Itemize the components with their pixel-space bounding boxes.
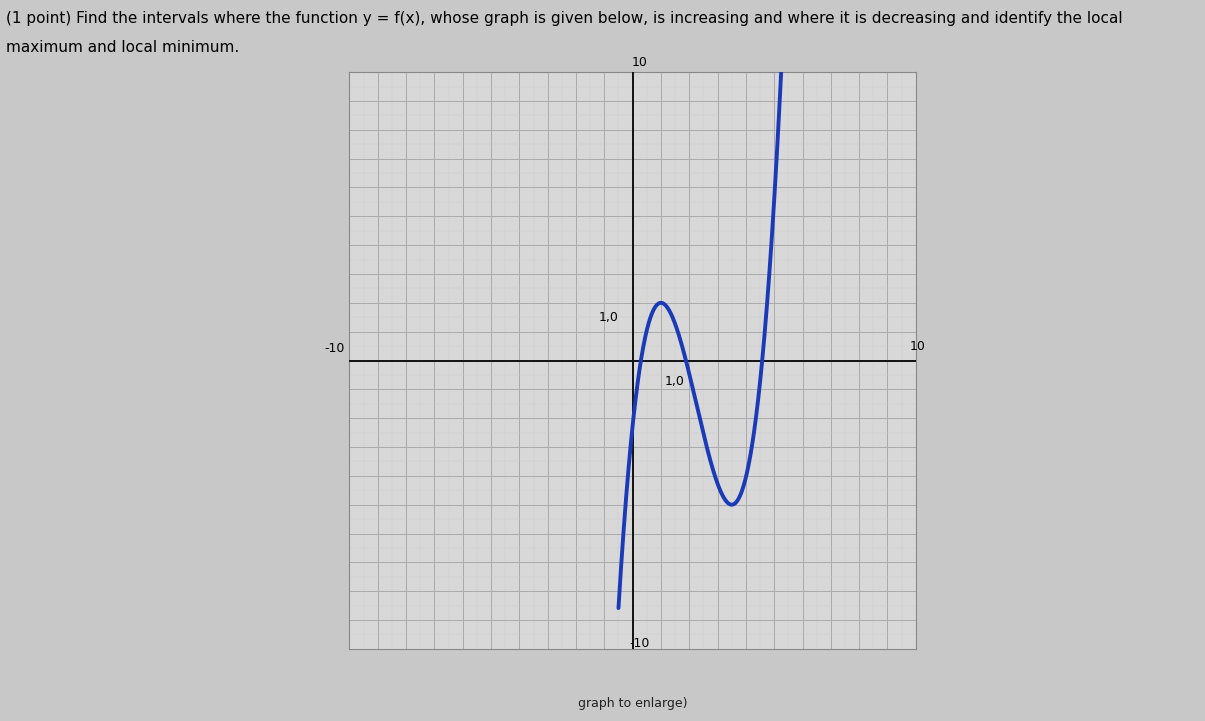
Text: graph to enlarge): graph to enlarge) bbox=[578, 697, 687, 710]
Text: 1,0: 1,0 bbox=[599, 311, 618, 324]
Text: (1 point) Find the intervals where the function y = f(x), whose graph is given b: (1 point) Find the intervals where the f… bbox=[6, 11, 1123, 26]
Text: 10: 10 bbox=[910, 340, 925, 353]
Text: -10: -10 bbox=[629, 637, 649, 650]
Text: -10: -10 bbox=[325, 342, 345, 355]
Text: 10: 10 bbox=[631, 56, 647, 69]
Text: maximum and local minimum.: maximum and local minimum. bbox=[6, 40, 240, 55]
Text: 1,0: 1,0 bbox=[665, 375, 684, 388]
